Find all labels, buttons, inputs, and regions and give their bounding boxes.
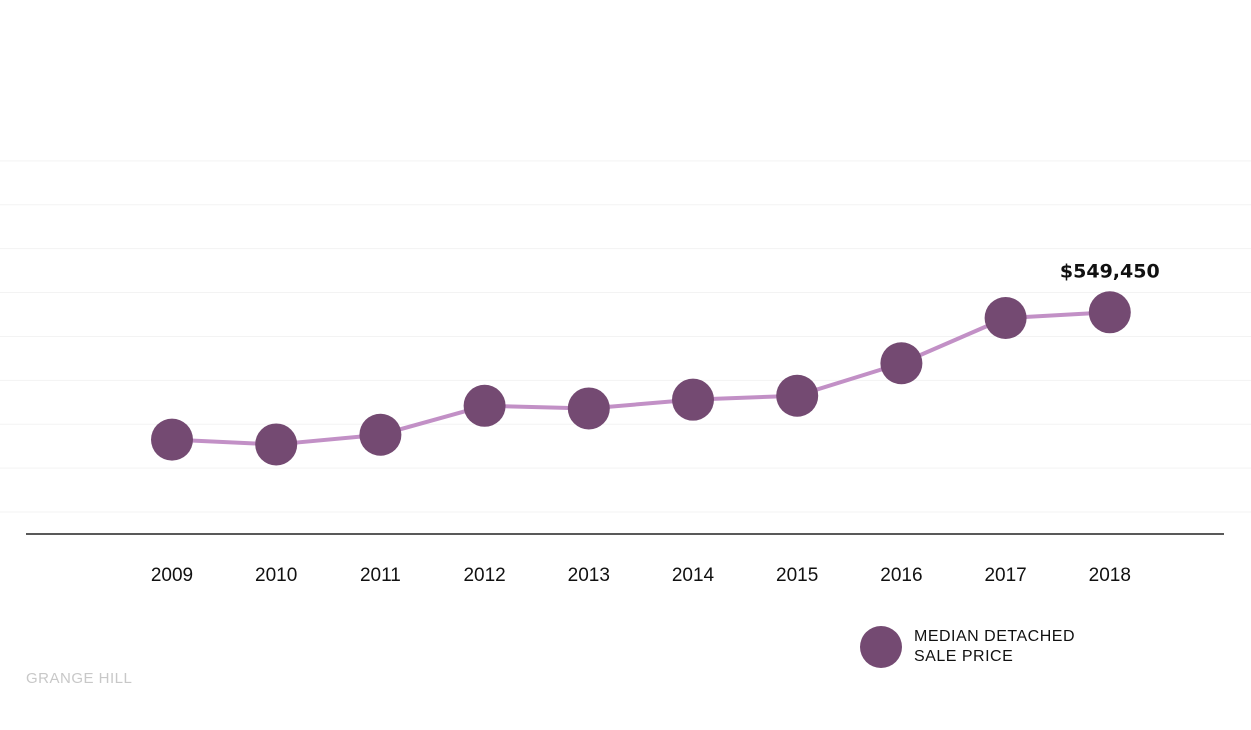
- data-point-2017: [984, 297, 1027, 340]
- x-axis-tick-labels: 2009 2010 2011 2012 2013 2014 2015 2016 2017 2018: [151, 565, 1131, 586]
- series-line-median-detached-sale-price: [171, 310, 1110, 447]
- x-tick-label-2009: 2009: [151, 565, 193, 586]
- data-points: [151, 291, 1131, 466]
- data-point-2011: [359, 413, 402, 456]
- legend-label: MEDIAN DETACHED SALE PRICE: [914, 627, 1075, 667]
- x-tick-label-2015: 2015: [776, 565, 818, 586]
- data-point-2010: [255, 423, 298, 466]
- x-tick-label-2016: 2016: [880, 565, 922, 586]
- data-label-2018: $549,450: [1060, 260, 1160, 282]
- data-point-2018: [1088, 291, 1131, 334]
- data-point-2012: [463, 384, 506, 427]
- x-tick-label-2011: 2011: [360, 565, 401, 586]
- x-tick-label-2012: 2012: [463, 565, 505, 586]
- x-tick-label-2018: 2018: [1089, 565, 1131, 586]
- legend-label-line-2: SALE PRICE: [914, 648, 1014, 665]
- source-label: GRANGE HILL: [26, 670, 133, 687]
- data-point-2009: [151, 418, 193, 461]
- data-point-2015: [776, 374, 819, 417]
- data-point-2016: [880, 342, 923, 385]
- x-tick-label-2013: 2013: [568, 565, 610, 586]
- data-labels: $549,450: [1060, 260, 1160, 282]
- legend-swatch: [860, 626, 902, 668]
- data-point-2013: [567, 387, 610, 430]
- x-tick-label-2017: 2017: [984, 565, 1026, 586]
- x-tick-label-2014: 2014: [672, 565, 715, 586]
- x-tick-label-2010: 2010: [255, 565, 297, 586]
- legend: MEDIAN DETACHED SALE PRICE: [860, 626, 1075, 668]
- legend-label-line-1: MEDIAN DETACHED: [914, 628, 1075, 645]
- data-point-2014: [672, 378, 714, 421]
- gridlines: [0, 160, 1251, 513]
